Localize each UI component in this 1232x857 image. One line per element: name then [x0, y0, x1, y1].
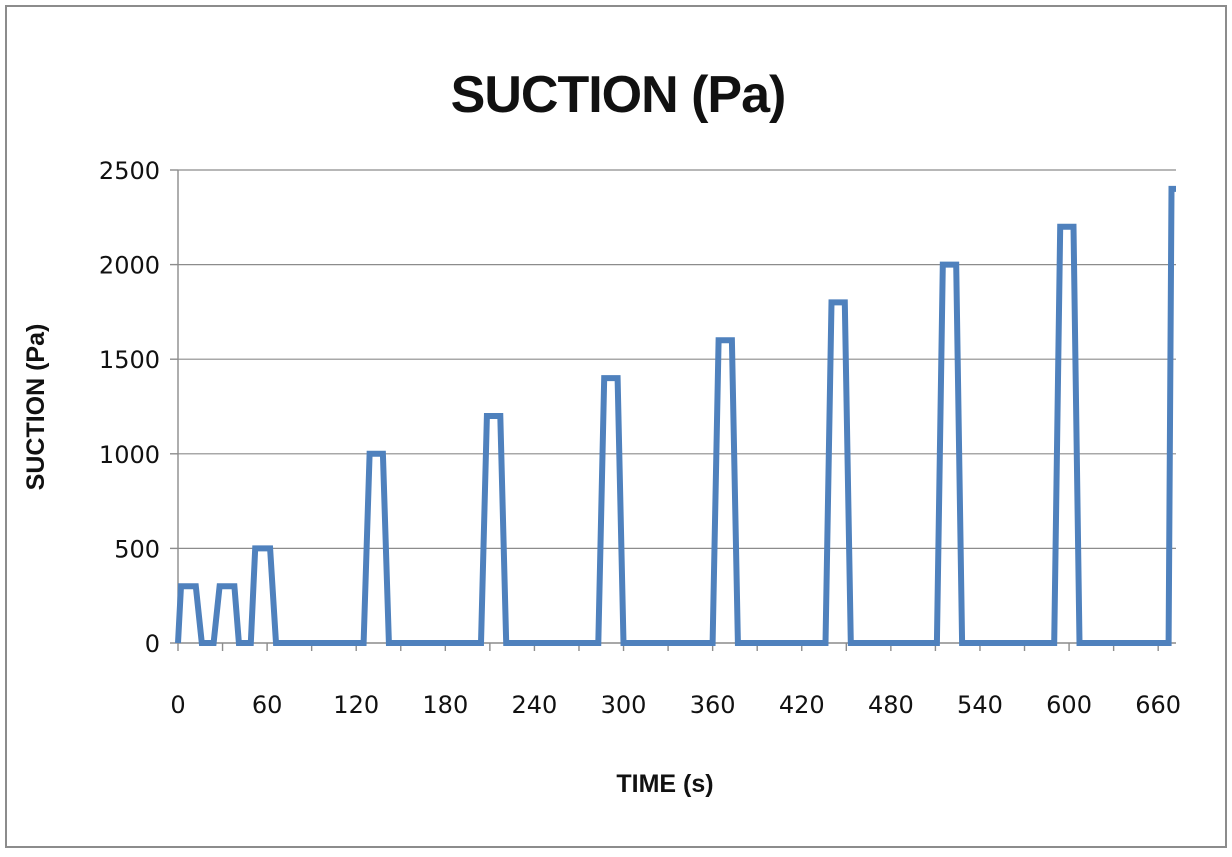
y-tick-label-2500: 2500 — [99, 157, 160, 185]
x-tick-label-360: 360 — [690, 691, 736, 719]
y-tick-labels: 0 500 1000 1500 2000 2500 — [99, 157, 160, 658]
x-tick-label-540: 540 — [957, 691, 1003, 719]
series-line-0 — [175, 185, 1176, 646]
x-tick-label-0: 0 — [170, 691, 185, 719]
y-tick-label-0: 0 — [145, 630, 160, 658]
chart-title: SUCTION (Pa) — [451, 66, 786, 124]
y-tick-label-2000: 2000 — [99, 252, 160, 280]
x-tick-label-660: 660 — [1135, 691, 1181, 719]
y-axis-title: SUCTION (Pa) — [22, 324, 50, 491]
y-tick-label-1500: 1500 — [99, 346, 160, 374]
gridlines — [178, 169, 1176, 550]
x-axis-title: TIME (s) — [616, 770, 713, 798]
x-tick-label-600: 600 — [1046, 691, 1092, 719]
y-tick-label-1000: 1000 — [99, 441, 160, 469]
x-tick-label-120: 120 — [333, 691, 379, 719]
y-tick-label-500: 500 — [114, 535, 160, 563]
x-tick-label-480: 480 — [868, 691, 914, 719]
x-tick-labels: 0 60 120 180 240 300 360 420 480 540 600 660 — [170, 691, 1181, 719]
x-tick-label-180: 180 — [422, 691, 468, 719]
x-tick-label-420: 420 — [779, 691, 825, 719]
x-tick-label-240: 240 — [512, 691, 558, 719]
x-tick-label-60: 60 — [252, 691, 283, 719]
x-tick-label-300: 300 — [601, 691, 647, 719]
series — [175, 185, 1176, 646]
